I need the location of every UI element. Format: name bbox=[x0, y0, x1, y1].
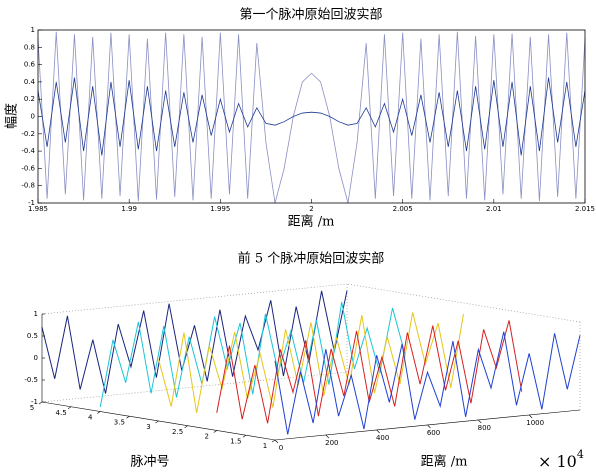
x-tick-label: 800 bbox=[478, 424, 491, 432]
y-tick-label: 1 bbox=[31, 26, 35, 34]
y-tick bbox=[271, 439, 276, 443]
exponent-base: × 10 bbox=[538, 452, 577, 471]
x-tick bbox=[325, 434, 330, 439]
y-tick-label: 4 bbox=[88, 414, 93, 422]
y-tick-label: 1 bbox=[263, 442, 267, 450]
top-y-label: 幅度 bbox=[4, 103, 20, 129]
y-tick-label: 2.5 bbox=[172, 428, 183, 436]
x-tick bbox=[427, 424, 431, 429]
pulse-line bbox=[274, 331, 581, 435]
y-tick-label: 2 bbox=[205, 433, 209, 441]
y-tick bbox=[242, 435, 247, 438]
x-tick bbox=[376, 429, 380, 434]
y-tick-label: -0.4 bbox=[21, 147, 35, 155]
pulse-line bbox=[158, 312, 464, 413]
bottom-title: 前 5 个脉冲原始回波实部 bbox=[238, 251, 385, 267]
y-tick-label: 3 bbox=[146, 423, 150, 431]
y-tick bbox=[97, 411, 101, 414]
y-tick-label: -0.8 bbox=[21, 182, 35, 190]
y-tick-label: 0 bbox=[31, 113, 35, 121]
y-tick-label: 1.5 bbox=[230, 437, 241, 445]
box-edge bbox=[41, 283, 348, 315]
bottom-x-label: 距离 /m bbox=[421, 454, 468, 470]
box-edge bbox=[346, 283, 581, 323]
y-tick bbox=[38, 401, 43, 405]
z-tick-label: 0 bbox=[34, 354, 38, 362]
x-tick-label: 2.005 bbox=[393, 205, 413, 213]
pulse-line bbox=[216, 320, 523, 424]
y-tick-label: -0.6 bbox=[21, 164, 35, 172]
y-tick bbox=[213, 430, 217, 433]
y-tick-label: 0.2 bbox=[24, 95, 35, 103]
bottom-y-label: 脉冲号 bbox=[130, 455, 169, 470]
x-tick bbox=[274, 439, 279, 444]
signal-line bbox=[37, 77, 586, 156]
exponent-power: 4 bbox=[577, 448, 584, 461]
x-tick-label: 2.01 bbox=[486, 205, 502, 213]
top-x-label: 距离 /m bbox=[288, 214, 335, 230]
y-tick-label: 0.6 bbox=[24, 61, 36, 69]
x-tick-label: 600 bbox=[427, 429, 440, 437]
x-tick-label: 1.99 bbox=[121, 205, 137, 213]
y-tick bbox=[67, 406, 72, 409]
y-tick-label: 0.8 bbox=[24, 43, 35, 51]
x-tick-label: 2 bbox=[309, 205, 313, 213]
x-tick bbox=[528, 414, 533, 419]
pulse-line bbox=[99, 301, 406, 408]
plot-frame bbox=[37, 29, 586, 204]
y-tick-label: 4.5 bbox=[56, 409, 67, 417]
y-tick bbox=[126, 416, 130, 419]
z-tick-label: 1 bbox=[34, 310, 38, 318]
x-exponent: × 104 bbox=[538, 448, 584, 471]
y-tick-label: 3.5 bbox=[114, 418, 125, 426]
y-tick bbox=[184, 425, 188, 428]
x-tick bbox=[478, 419, 482, 424]
top-title: 第一个脉冲原始回波实部 bbox=[239, 8, 382, 23]
y-tick-label: -0.2 bbox=[21, 130, 35, 138]
x-tick-label: 2.015 bbox=[575, 205, 595, 213]
x-tick-label: 1000 bbox=[526, 419, 544, 427]
signal-line bbox=[37, 31, 586, 204]
x-tick-label: 0 bbox=[279, 444, 283, 452]
y-tick-label: 0.4 bbox=[24, 78, 36, 86]
z-tick-label: 0.5 bbox=[27, 332, 38, 340]
z-tick-label: -1 bbox=[31, 398, 38, 406]
y-tick-label: -1 bbox=[28, 199, 35, 207]
x-tick-label: 1.985 bbox=[28, 205, 48, 213]
x-tick-label: 1.995 bbox=[210, 205, 230, 213]
z-tick-label: -0.5 bbox=[24, 376, 38, 384]
x-tick-label: 200 bbox=[325, 439, 338, 447]
y-tick-label: 5 bbox=[30, 404, 34, 412]
x-tick-label: 400 bbox=[376, 434, 389, 442]
y-tick bbox=[155, 420, 159, 424]
pulse-line bbox=[41, 290, 348, 394]
